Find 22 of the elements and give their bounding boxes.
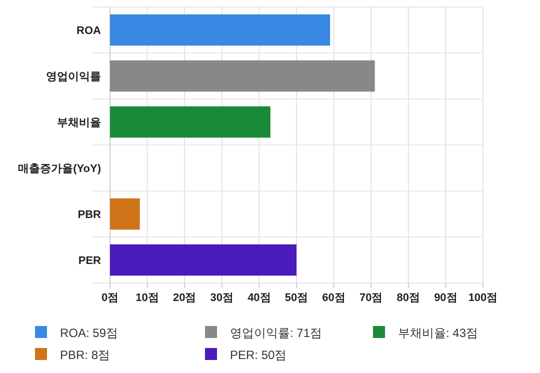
legend-label: PBR: 8점 [60, 348, 110, 362]
x-tick-label: 20점 [172, 292, 196, 304]
legend-label: ROA: 59점 [60, 326, 118, 340]
x-tick-label: 0점 [101, 292, 119, 304]
y-tick-label: PER [78, 255, 102, 267]
x-tick-label: 30점 [210, 292, 234, 304]
legend-label: 영업이익률: 71점 [230, 326, 322, 340]
x-tick-label: 50점 [284, 292, 308, 304]
y-tick-label: PBR [78, 209, 102, 221]
x-tick-label: 90점 [434, 292, 458, 304]
x-tick-label: 100점 [468, 292, 498, 304]
x-tick-label: 80점 [396, 292, 420, 304]
y-tick-label: 매출증가율(YoY) [18, 163, 102, 175]
x-tick-label: 10점 [136, 292, 159, 304]
y-tick-label: 부채비율 [57, 117, 101, 129]
y-tick-label: 영업이익률 [46, 71, 101, 83]
x-tick-label: 70점 [359, 292, 383, 304]
legend-label: PER: 50점 [230, 348, 287, 362]
y-tick-label: ROA [76, 25, 102, 37]
x-tick-label: 60점 [322, 292, 346, 304]
x-tick-label: 40점 [248, 292, 271, 304]
legend-label: 부채비율: 43점 [398, 326, 478, 340]
